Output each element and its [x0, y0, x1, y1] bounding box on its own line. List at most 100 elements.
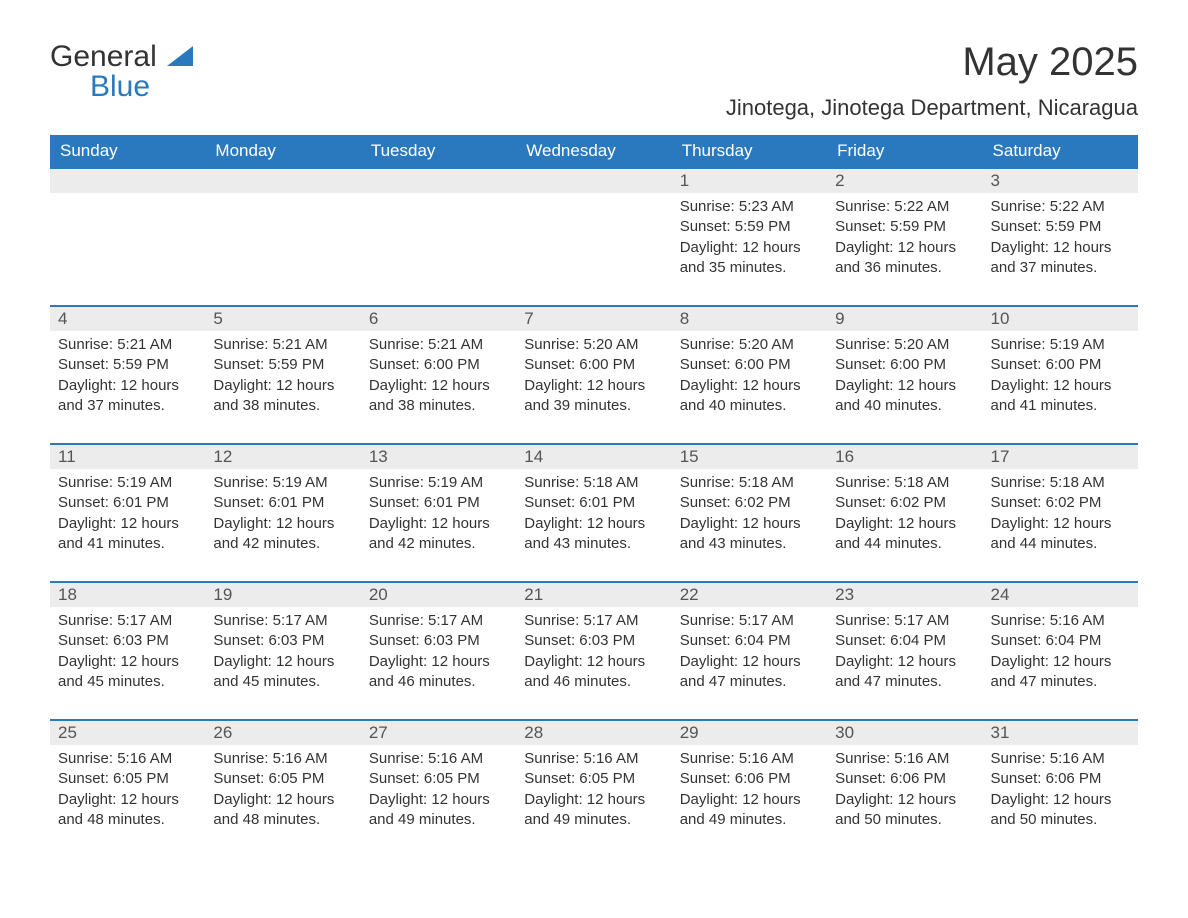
day-details: Sunrise: 5:16 AMSunset: 6:06 PMDaylight:…	[672, 745, 827, 838]
logo-text-general: General	[50, 40, 157, 73]
calendar-cell: 27Sunrise: 5:16 AMSunset: 6:05 PMDayligh…	[361, 719, 516, 857]
daylight-text: Daylight: 12 hours and 47 minutes.	[680, 652, 819, 693]
sunset-text: Sunset: 6:02 PM	[991, 493, 1130, 513]
sunrise-text: Sunrise: 5:16 AM	[524, 749, 663, 769]
sunset-text: Sunset: 6:05 PM	[213, 769, 352, 789]
sunset-text: Sunset: 6:02 PM	[835, 493, 974, 513]
calendar-cell: 20Sunrise: 5:17 AMSunset: 6:03 PMDayligh…	[361, 581, 516, 719]
day-number: 10	[983, 305, 1138, 331]
daylight-text: Daylight: 12 hours and 42 minutes.	[369, 514, 508, 555]
daylight-text: Daylight: 12 hours and 45 minutes.	[213, 652, 352, 693]
logo-text-blue: Blue	[90, 70, 193, 104]
sunset-text: Sunset: 6:03 PM	[524, 631, 663, 651]
calendar-cell: 19Sunrise: 5:17 AMSunset: 6:03 PMDayligh…	[205, 581, 360, 719]
sunrise-text: Sunrise: 5:19 AM	[369, 473, 508, 493]
calendar-cell: 9Sunrise: 5:20 AMSunset: 6:00 PMDaylight…	[827, 305, 982, 443]
day-details: Sunrise: 5:16 AMSunset: 6:05 PMDaylight:…	[50, 745, 205, 838]
day-details: Sunrise: 5:18 AMSunset: 6:02 PMDaylight:…	[672, 469, 827, 562]
calendar-cell: 29Sunrise: 5:16 AMSunset: 6:06 PMDayligh…	[672, 719, 827, 857]
day-details: Sunrise: 5:19 AMSunset: 6:01 PMDaylight:…	[361, 469, 516, 562]
sunset-text: Sunset: 6:01 PM	[369, 493, 508, 513]
daylight-text: Daylight: 12 hours and 36 minutes.	[835, 238, 974, 279]
sunset-text: Sunset: 6:03 PM	[58, 631, 197, 651]
calendar-cell: 10Sunrise: 5:19 AMSunset: 6:00 PMDayligh…	[983, 305, 1138, 443]
daylight-text: Daylight: 12 hours and 37 minutes.	[58, 376, 197, 417]
daylight-text: Daylight: 12 hours and 45 minutes.	[58, 652, 197, 693]
day-details: Sunrise: 5:19 AMSunset: 6:00 PMDaylight:…	[983, 331, 1138, 424]
day-number-empty	[361, 167, 516, 193]
sunrise-text: Sunrise: 5:20 AM	[835, 335, 974, 355]
day-details: Sunrise: 5:21 AMSunset: 5:59 PMDaylight:…	[205, 331, 360, 424]
sunrise-text: Sunrise: 5:22 AM	[835, 197, 974, 217]
day-number: 18	[50, 581, 205, 607]
day-number: 9	[827, 305, 982, 331]
daylight-text: Daylight: 12 hours and 44 minutes.	[835, 514, 974, 555]
daylight-text: Daylight: 12 hours and 37 minutes.	[991, 238, 1130, 279]
day-details: Sunrise: 5:20 AMSunset: 6:00 PMDaylight:…	[827, 331, 982, 424]
daylight-text: Daylight: 12 hours and 39 minutes.	[524, 376, 663, 417]
sunrise-text: Sunrise: 5:16 AM	[58, 749, 197, 769]
sunset-text: Sunset: 6:06 PM	[680, 769, 819, 789]
day-details: Sunrise: 5:22 AMSunset: 5:59 PMDaylight:…	[983, 193, 1138, 286]
day-number: 25	[50, 719, 205, 745]
daylight-text: Daylight: 12 hours and 48 minutes.	[213, 790, 352, 831]
day-number-empty	[50, 167, 205, 193]
day-number: 16	[827, 443, 982, 469]
calendar-week-row: 11Sunrise: 5:19 AMSunset: 6:01 PMDayligh…	[50, 443, 1138, 581]
day-details: Sunrise: 5:23 AMSunset: 5:59 PMDaylight:…	[672, 193, 827, 286]
day-number: 13	[361, 443, 516, 469]
sunrise-text: Sunrise: 5:17 AM	[835, 611, 974, 631]
day-details: Sunrise: 5:17 AMSunset: 6:03 PMDaylight:…	[516, 607, 671, 700]
calendar-cell: 21Sunrise: 5:17 AMSunset: 6:03 PMDayligh…	[516, 581, 671, 719]
calendar-cell: 25Sunrise: 5:16 AMSunset: 6:05 PMDayligh…	[50, 719, 205, 857]
weekday-header: Thursday	[672, 135, 827, 167]
weekday-header: Wednesday	[516, 135, 671, 167]
sunrise-text: Sunrise: 5:16 AM	[991, 749, 1130, 769]
sunset-text: Sunset: 6:01 PM	[213, 493, 352, 513]
day-number: 3	[983, 167, 1138, 193]
daylight-text: Daylight: 12 hours and 43 minutes.	[524, 514, 663, 555]
sunrise-text: Sunrise: 5:16 AM	[680, 749, 819, 769]
daylight-text: Daylight: 12 hours and 41 minutes.	[991, 376, 1130, 417]
sunset-text: Sunset: 6:00 PM	[991, 355, 1130, 375]
sunset-text: Sunset: 6:01 PM	[524, 493, 663, 513]
sunset-text: Sunset: 6:02 PM	[680, 493, 819, 513]
day-number: 7	[516, 305, 671, 331]
calendar-week-row: 18Sunrise: 5:17 AMSunset: 6:03 PMDayligh…	[50, 581, 1138, 719]
sunset-text: Sunset: 6:03 PM	[369, 631, 508, 651]
day-number: 31	[983, 719, 1138, 745]
title-block: May 2025 Jinotega, Jinotega Department, …	[726, 40, 1138, 121]
daylight-text: Daylight: 12 hours and 41 minutes.	[58, 514, 197, 555]
calendar-cell: 31Sunrise: 5:16 AMSunset: 6:06 PMDayligh…	[983, 719, 1138, 857]
sunset-text: Sunset: 6:05 PM	[524, 769, 663, 789]
day-details: Sunrise: 5:17 AMSunset: 6:04 PMDaylight:…	[672, 607, 827, 700]
sunrise-text: Sunrise: 5:22 AM	[991, 197, 1130, 217]
day-details: Sunrise: 5:21 AMSunset: 5:59 PMDaylight:…	[50, 331, 205, 424]
daylight-text: Daylight: 12 hours and 46 minutes.	[524, 652, 663, 693]
sunset-text: Sunset: 6:00 PM	[680, 355, 819, 375]
sunset-text: Sunset: 6:06 PM	[835, 769, 974, 789]
day-details: Sunrise: 5:19 AMSunset: 6:01 PMDaylight:…	[50, 469, 205, 562]
logo: General Blue	[50, 40, 193, 104]
calendar-cell: 14Sunrise: 5:18 AMSunset: 6:01 PMDayligh…	[516, 443, 671, 581]
calendar-cell: 15Sunrise: 5:18 AMSunset: 6:02 PMDayligh…	[672, 443, 827, 581]
daylight-text: Daylight: 12 hours and 35 minutes.	[680, 238, 819, 279]
sunset-text: Sunset: 5:59 PM	[680, 217, 819, 237]
day-details: Sunrise: 5:18 AMSunset: 6:02 PMDaylight:…	[827, 469, 982, 562]
daylight-text: Daylight: 12 hours and 49 minutes.	[524, 790, 663, 831]
sunrise-text: Sunrise: 5:20 AM	[524, 335, 663, 355]
day-number: 6	[361, 305, 516, 331]
calendar-cell: 24Sunrise: 5:16 AMSunset: 6:04 PMDayligh…	[983, 581, 1138, 719]
sunrise-text: Sunrise: 5:19 AM	[213, 473, 352, 493]
sunrise-text: Sunrise: 5:18 AM	[835, 473, 974, 493]
day-details: Sunrise: 5:18 AMSunset: 6:01 PMDaylight:…	[516, 469, 671, 562]
sunrise-text: Sunrise: 5:17 AM	[369, 611, 508, 631]
calendar-cell: 16Sunrise: 5:18 AMSunset: 6:02 PMDayligh…	[827, 443, 982, 581]
calendar-cell: 26Sunrise: 5:16 AMSunset: 6:05 PMDayligh…	[205, 719, 360, 857]
day-details: Sunrise: 5:16 AMSunset: 6:05 PMDaylight:…	[516, 745, 671, 838]
daylight-text: Daylight: 12 hours and 48 minutes.	[58, 790, 197, 831]
calendar-cell	[516, 167, 671, 305]
day-details: Sunrise: 5:17 AMSunset: 6:03 PMDaylight:…	[50, 607, 205, 700]
sunset-text: Sunset: 6:05 PM	[58, 769, 197, 789]
sunrise-text: Sunrise: 5:19 AM	[58, 473, 197, 493]
